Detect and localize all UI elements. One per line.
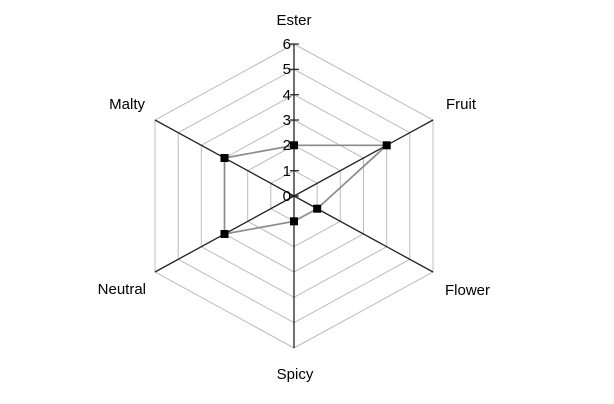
axis-label-malty: Malty <box>109 96 145 113</box>
axis-label-flower: Flower <box>445 282 490 299</box>
tick-label-6: 6 <box>283 36 291 53</box>
axis-label-spicy: Spicy <box>277 366 314 383</box>
data-point-marker-malty <box>220 154 229 162</box>
axis-label-fruit: Fruit <box>446 96 477 113</box>
tick-label-4: 4 <box>283 87 291 104</box>
data-point-marker-ester <box>290 141 298 150</box>
axis-spoke-fruit <box>293 119 434 197</box>
tick-label-2: 2 <box>283 137 291 154</box>
data-point-marker-spicy <box>290 217 298 226</box>
chart-layers <box>154 43 434 349</box>
category-labels: Ester Fruit Flower Spicy Neutral Malty <box>98 12 490 383</box>
radial-tick-labels: 0 1 2 3 4 5 6 <box>283 36 291 205</box>
data-point-marker-flower <box>313 204 322 213</box>
tick-label-3: 3 <box>283 112 291 129</box>
data-point-marker-neutral <box>220 230 229 238</box>
data-point-marker-fruit <box>382 141 391 150</box>
tick-label-1: 1 <box>283 163 291 180</box>
tick-label-0: 0 <box>283 188 291 205</box>
axis-label-ester: Ester <box>276 12 311 29</box>
axis-label-neutral: Neutral <box>98 281 146 298</box>
tick-label-5: 5 <box>283 61 291 78</box>
